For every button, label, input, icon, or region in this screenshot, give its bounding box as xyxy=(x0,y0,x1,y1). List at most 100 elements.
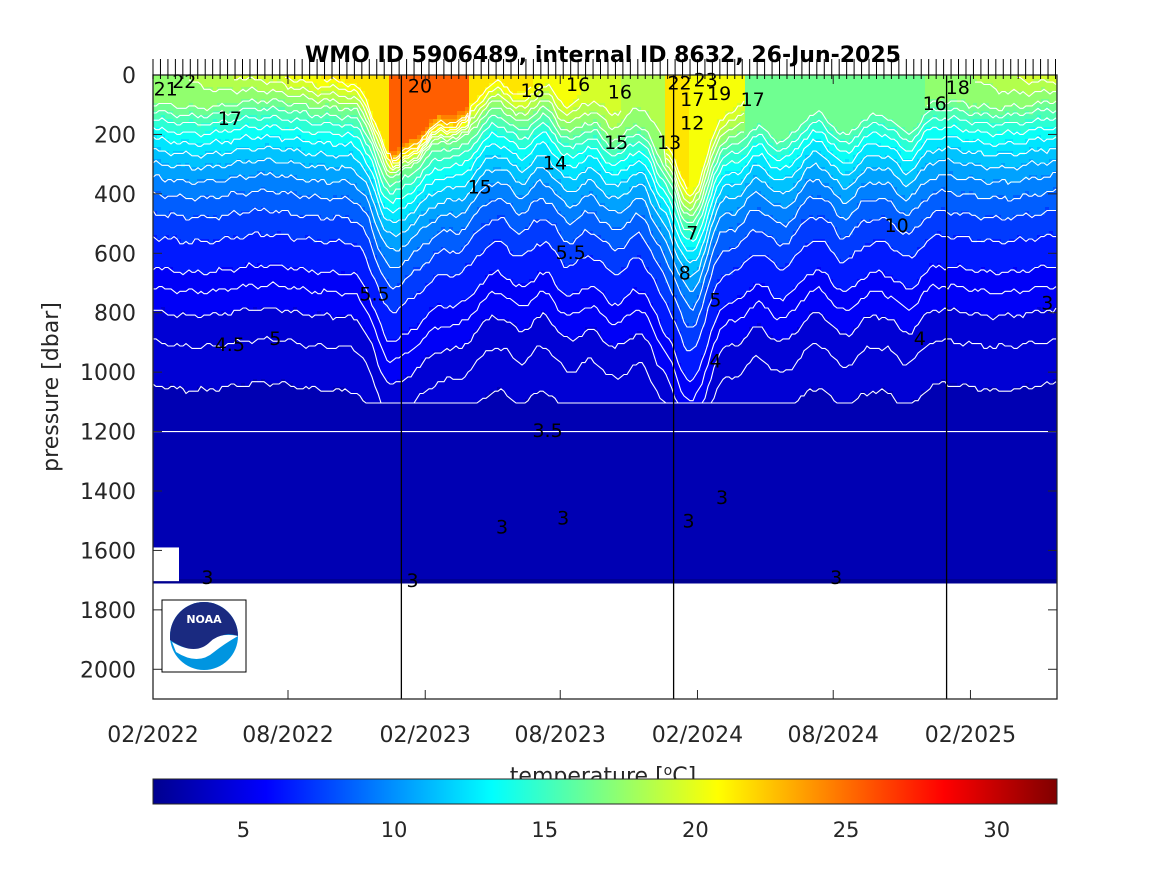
field-cell xyxy=(185,279,190,284)
field-cell xyxy=(229,419,234,424)
field-cell xyxy=(273,399,278,404)
field-cell xyxy=(225,123,230,128)
field-cell xyxy=(277,123,282,128)
field-cell xyxy=(157,483,162,488)
field-cell xyxy=(249,87,254,92)
field-cell xyxy=(201,447,206,452)
field-cell xyxy=(189,279,194,284)
field-cell xyxy=(269,359,274,364)
field-cell xyxy=(193,431,198,436)
field-cell xyxy=(181,515,186,520)
field-cell xyxy=(229,451,234,456)
field-cell xyxy=(157,175,162,180)
field-cell xyxy=(257,519,262,524)
field-cell xyxy=(209,259,214,264)
field-cell xyxy=(261,263,266,268)
field-cell xyxy=(197,175,202,180)
field-cell xyxy=(253,311,258,316)
field-cell xyxy=(213,343,218,348)
field-cell xyxy=(169,475,174,480)
field-cell xyxy=(173,499,178,504)
field-cell xyxy=(281,519,286,524)
field-cell xyxy=(201,431,206,436)
field-cell xyxy=(253,435,258,440)
field-cell xyxy=(281,399,286,404)
field-cell xyxy=(293,391,298,396)
field-cell xyxy=(249,243,254,248)
field-cell xyxy=(293,155,298,160)
field-cell xyxy=(297,495,302,500)
field-cell xyxy=(197,535,202,540)
field-cell xyxy=(201,327,206,332)
field-cell xyxy=(269,111,274,116)
field-cell xyxy=(197,95,202,100)
field-cell xyxy=(221,327,226,332)
field-cell xyxy=(245,515,250,520)
field-cell xyxy=(153,387,158,392)
field-cell xyxy=(225,251,230,256)
field-cell xyxy=(297,267,302,272)
field-cell xyxy=(185,503,190,508)
field-cell xyxy=(289,419,294,424)
field-cell xyxy=(205,499,210,504)
field-cell xyxy=(249,563,254,568)
field-cell xyxy=(281,375,286,380)
field-cell xyxy=(217,487,222,492)
field-cell xyxy=(297,359,302,364)
field-cell xyxy=(285,419,290,424)
field-cell xyxy=(309,135,314,140)
field-cell xyxy=(181,543,186,548)
field-cell xyxy=(269,307,274,312)
field-cell xyxy=(281,135,286,140)
field-cell xyxy=(241,431,246,436)
field-cell xyxy=(281,87,286,92)
field-cell xyxy=(165,379,170,384)
field-cell xyxy=(205,143,210,148)
field-cell xyxy=(273,335,278,340)
field-cell xyxy=(249,479,254,484)
field-cell xyxy=(281,499,286,504)
field-cell xyxy=(169,483,174,488)
field-cell xyxy=(229,215,234,220)
field-cell xyxy=(197,203,202,208)
field-cell xyxy=(269,431,274,436)
field-cell xyxy=(205,379,210,384)
field-cell xyxy=(169,75,174,80)
field-cell xyxy=(249,407,254,412)
field-cell xyxy=(153,107,158,112)
field-cell xyxy=(189,251,194,256)
field-cell xyxy=(153,359,158,364)
field-cell xyxy=(293,99,298,104)
field-cell xyxy=(277,375,282,380)
field-cell xyxy=(241,243,246,248)
field-cell xyxy=(225,299,230,304)
field-cell xyxy=(293,183,298,188)
field-cell xyxy=(157,467,162,472)
field-cell xyxy=(221,431,226,436)
field-cell xyxy=(269,415,274,420)
field-cell xyxy=(165,243,170,248)
field-cell xyxy=(249,315,254,320)
field-cell xyxy=(305,303,310,308)
field-cell xyxy=(177,443,182,448)
field-cell xyxy=(289,311,294,316)
field-cell xyxy=(257,447,262,452)
field-cell xyxy=(301,83,306,88)
field-cell xyxy=(197,471,202,476)
field-cell xyxy=(193,335,198,340)
field-cell xyxy=(161,311,166,316)
field-cell xyxy=(257,259,262,264)
field-cell xyxy=(161,527,166,532)
field-cell xyxy=(233,411,238,416)
field-cell xyxy=(249,535,254,540)
field-cell xyxy=(221,171,226,176)
field-cell xyxy=(241,259,246,264)
field-cell xyxy=(177,115,182,120)
field-cell xyxy=(153,235,158,240)
field-cell xyxy=(301,331,306,336)
field-cell xyxy=(285,283,290,288)
field-cell xyxy=(281,467,286,472)
field-cell xyxy=(189,395,194,400)
field-cell xyxy=(189,215,194,220)
field-cell xyxy=(221,203,226,208)
